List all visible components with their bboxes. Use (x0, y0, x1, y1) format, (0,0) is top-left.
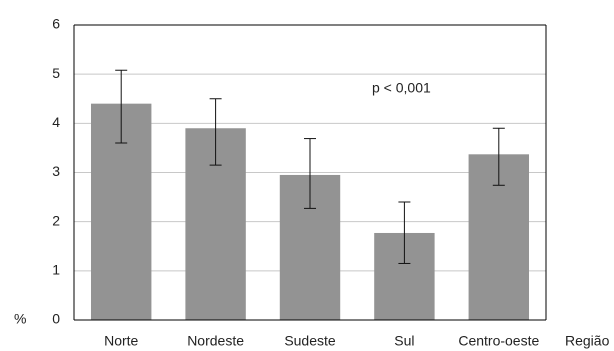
y-tick-label: 3 (52, 163, 60, 179)
p-value-annotation: p < 0,001 (372, 80, 431, 96)
x-category-label: Nordeste (187, 333, 244, 349)
bars (90, 103, 530, 321)
x-category-labels: Norte Nordeste Sudeste Sul Centro-oeste (104, 333, 539, 349)
y-tick-label: 5 (52, 65, 60, 81)
x-category-label: Norte (104, 333, 138, 349)
x-axis-label: Região (565, 333, 610, 349)
error-bars (115, 69, 505, 264)
y-tick-label: 4 (52, 114, 60, 130)
y-tick-label: 6 (52, 16, 60, 32)
y-tick-label: 2 (52, 212, 60, 228)
y-axis-label: % (14, 311, 26, 327)
y-tick-labels: 0 1 2 3 4 5 6 (52, 16, 60, 327)
y-tick-label: 0 (52, 311, 60, 327)
x-category-label: Sul (394, 333, 414, 349)
y-tick-label: 1 (52, 262, 60, 278)
x-category-label: Centro-oeste (458, 333, 539, 349)
x-category-label: Sudeste (284, 333, 336, 349)
